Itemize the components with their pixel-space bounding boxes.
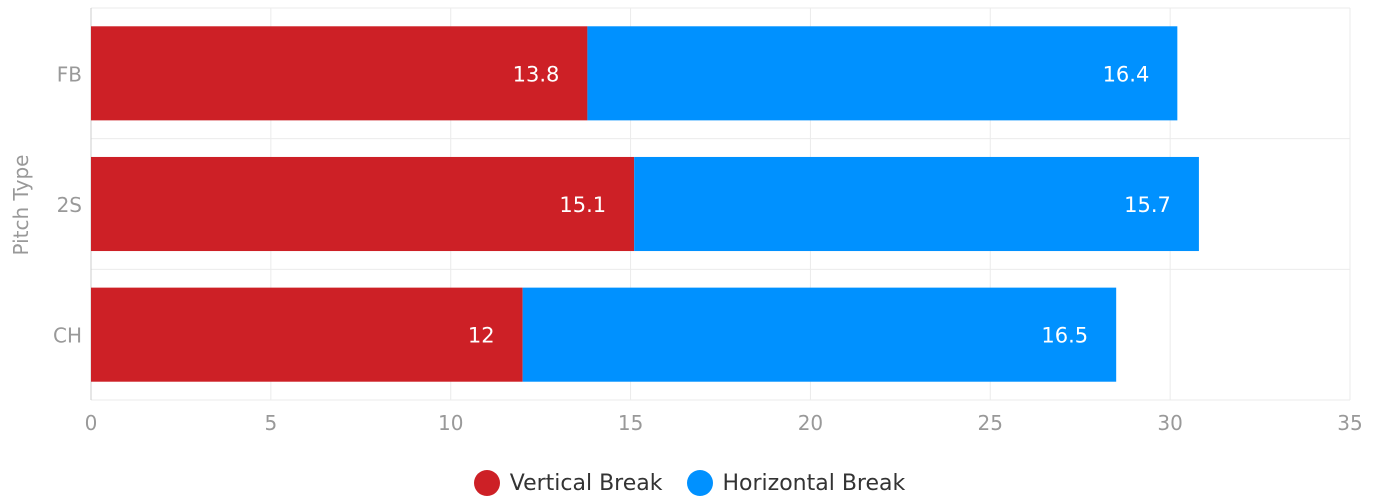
x-tick-label: 10 <box>438 411 463 435</box>
x-tick-label: 0 <box>85 411 98 435</box>
data-label: 12 <box>468 324 495 348</box>
x-tick-label: 30 <box>1157 411 1182 435</box>
legend-item-horizontal-break[interactable]: Horizontal Break <box>686 470 906 496</box>
legend-label-horizontal: Horizontal Break <box>722 470 906 496</box>
bar-horizontal-2s[interactable] <box>634 156 1199 252</box>
legend-item-vertical-break[interactable]: Vertical Break <box>473 470 663 496</box>
y-axis-ticks: FB 2S CH <box>53 62 82 347</box>
bar-horizontal-ch[interactable] <box>522 287 1117 382</box>
bars <box>91 26 1199 382</box>
x-tick-label: 15 <box>618 411 643 435</box>
x-tick-label: 20 <box>798 411 823 435</box>
bar-vertical-ch[interactable] <box>91 287 523 382</box>
x-tick-label: 35 <box>1337 411 1362 435</box>
x-axis-ticks: 0 5 10 15 20 25 30 35 <box>85 411 1363 435</box>
x-tick-label: 25 <box>978 411 1003 435</box>
bar-horizontal-fb[interactable] <box>587 26 1178 121</box>
data-label: 13.8 <box>513 62 560 86</box>
legend-swatch-horizontal <box>686 470 713 496</box>
data-label: 15.1 <box>559 193 606 217</box>
data-label: 16.5 <box>1041 324 1088 348</box>
y-tick-label: 2S <box>57 193 82 217</box>
y-tick-label: FB <box>57 62 82 86</box>
bar-vertical-fb[interactable] <box>91 26 588 121</box>
data-label: 15.7 <box>1124 193 1171 217</box>
legend-label-vertical: Vertical Break <box>509 470 663 496</box>
data-label: 16.4 <box>1103 62 1150 86</box>
data-labels: 13.8 16.4 15.1 15.7 12 16.5 <box>468 62 1171 347</box>
x-tick-label: 5 <box>264 411 277 435</box>
y-axis-label: Pitch Type <box>9 155 33 256</box>
chart: 13.8 16.4 15.1 15.7 12 16.5 0 5 10 15 20 25 30 35 FB… <box>9 7 1363 435</box>
legend: Vertical Break Horizontal Break <box>0 466 1379 500</box>
bar-vertical-2s[interactable] <box>91 156 635 252</box>
legend-swatch-vertical <box>473 470 500 496</box>
y-tick-label: CH <box>53 324 82 348</box>
